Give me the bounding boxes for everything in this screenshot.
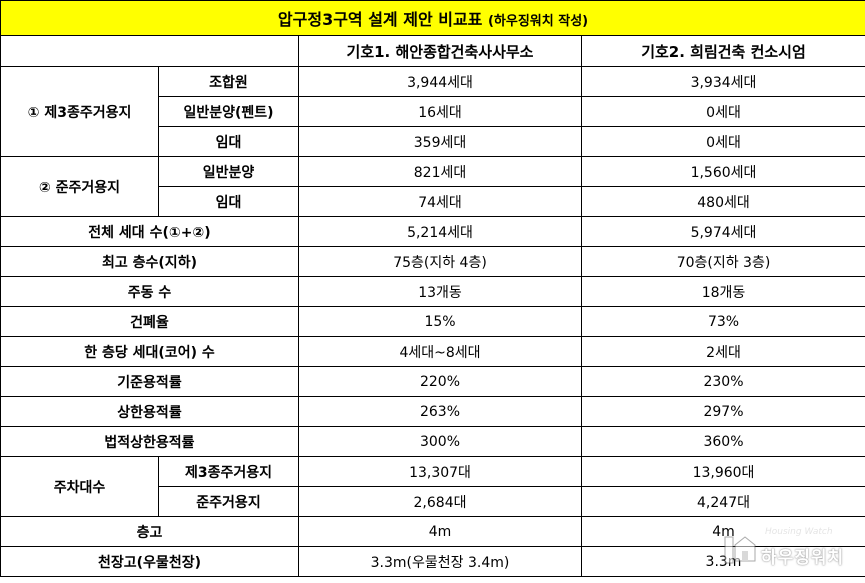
value-proposal-1: 263% xyxy=(298,396,582,427)
value-proposal-2: 0세대 xyxy=(580,96,865,127)
row-label: 천장고(우물천장) xyxy=(0,546,299,577)
group-label-semi-residential: ② 준주거용지 xyxy=(0,156,159,217)
value-proposal-2: 5,974세대 xyxy=(580,216,865,247)
row-label: 건폐율 xyxy=(0,306,299,337)
value-proposal-1: 300% xyxy=(298,426,582,457)
value-proposal-2: 297% xyxy=(580,396,865,427)
group-label-zone3: ① 제3종주거용지 xyxy=(0,66,159,157)
value-proposal-2: 70층(지하 3층) xyxy=(580,246,865,277)
row-label: 조합원 xyxy=(158,66,299,97)
value-proposal-1: 74세대 xyxy=(298,186,582,217)
value-proposal-1: 75층(지하 4층) xyxy=(298,246,582,277)
value-proposal-1: 15% xyxy=(298,306,582,337)
row-label: 임대 xyxy=(158,186,299,217)
value-proposal-2: 18개동 xyxy=(580,276,865,307)
row-label: 제3종주거용지 xyxy=(158,456,299,487)
value-proposal-1: 359세대 xyxy=(298,126,582,157)
row-label: 임대 xyxy=(158,126,299,157)
value-proposal-2: 4,247대 xyxy=(580,486,865,517)
table-title-cell: 압구정3구역 설계 제안 비교표 (하우징워치 작성) xyxy=(0,0,865,36)
value-proposal-2: 230% xyxy=(580,366,865,397)
value-proposal-2: 360% xyxy=(580,426,865,457)
row-label: 일반분양 xyxy=(158,156,299,187)
house-icon xyxy=(724,536,756,564)
value-proposal-1: 220% xyxy=(298,366,582,397)
row-label: 전체 세대 수(①+②) xyxy=(0,216,299,247)
watermark-caption: Housing Watch xyxy=(765,527,833,537)
row-label: 층고 xyxy=(0,516,299,547)
row-label: 한 층당 세대(코어) 수 xyxy=(0,336,299,367)
value-proposal-1: 3,944세대 xyxy=(298,66,582,97)
value-proposal-1: 821세대 xyxy=(298,156,582,187)
row-label: 일반분양(펜트) xyxy=(158,96,299,127)
value-proposal-2: 1,560세대 xyxy=(580,156,865,187)
value-proposal-1: 16세대 xyxy=(298,96,582,127)
row-label: 상한용적률 xyxy=(0,396,299,427)
value-proposal-2: 4m xyxy=(580,516,865,547)
value-proposal-1: 5,214세대 xyxy=(298,216,582,247)
value-proposal-1: 4세대~8세대 xyxy=(298,336,582,367)
group-label-parking: 주차대수 xyxy=(0,456,159,517)
table-title: 압구정3구역 설계 제안 비교표 xyxy=(277,10,483,29)
value-proposal-2: 3,934세대 xyxy=(580,66,865,97)
value-proposal-2: 13,960대 xyxy=(580,456,865,487)
table-title-note: (하우징워치 작성) xyxy=(487,14,589,29)
row-label: 법적상한용적률 xyxy=(0,426,299,457)
value-proposal-2: 480세대 xyxy=(580,186,865,217)
row-label: 주동 수 xyxy=(0,276,299,307)
row-label: 준주거용지 xyxy=(158,486,299,517)
value-proposal-2: 2세대 xyxy=(580,336,865,367)
watermark-brand: 하우징워치 xyxy=(761,548,845,568)
row-label: 기준용적률 xyxy=(0,366,299,397)
header-corner-diagonal xyxy=(0,35,299,67)
value-proposal-1: 3.3m(우물천장 3.4m) xyxy=(298,546,582,577)
value-proposal-1: 13개동 xyxy=(298,276,582,307)
housing-watch-watermark: Housing Watch 하우징워치 xyxy=(723,525,851,575)
value-proposal-1: 13,307대 xyxy=(298,456,582,487)
column-header-proposal-1: 기호1. 해안종합건축사사무소 xyxy=(298,35,582,67)
value-proposal-1: 4m xyxy=(298,516,582,547)
row-label: 최고 층수(지하) xyxy=(0,246,299,277)
value-proposal-2: 0세대 xyxy=(580,126,865,157)
value-proposal-2: 73% xyxy=(580,306,865,337)
value-proposal-1: 2,684대 xyxy=(298,486,582,517)
column-header-proposal-2: 기호2. 희림건축 컨소시엄 xyxy=(580,35,865,67)
